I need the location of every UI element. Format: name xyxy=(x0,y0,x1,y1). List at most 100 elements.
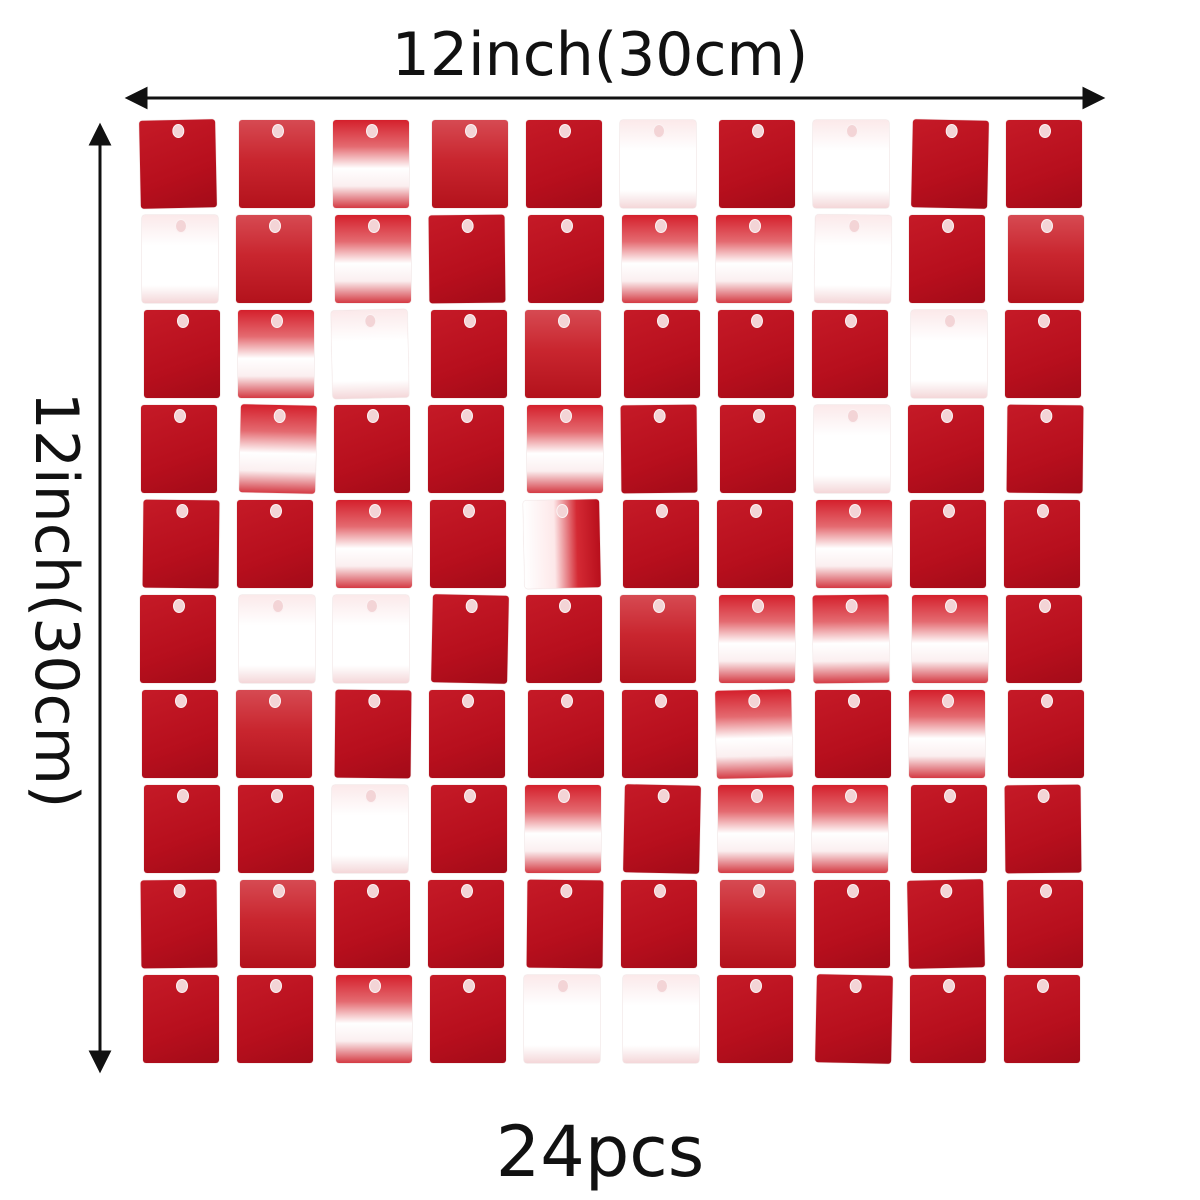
sequin-tile xyxy=(720,405,796,493)
hanging-hole xyxy=(849,504,861,518)
hanging-hole xyxy=(653,124,665,138)
hanging-hole xyxy=(845,789,857,803)
sequin-tile xyxy=(334,880,410,968)
sequin-tile xyxy=(430,975,506,1063)
sequin-tile xyxy=(812,310,888,398)
sequin-tile xyxy=(528,215,604,303)
hanging-hole xyxy=(653,599,665,613)
hanging-hole xyxy=(366,124,378,138)
sequin-tile xyxy=(620,120,696,208)
hanging-hole xyxy=(462,694,474,708)
sequin-tile xyxy=(333,120,409,208)
sequin-tile xyxy=(335,215,411,303)
hanging-hole xyxy=(945,599,957,613)
sequin-tile xyxy=(910,975,986,1063)
sequin-tile xyxy=(1006,595,1082,683)
sequin-tile xyxy=(144,785,220,873)
hanging-hole xyxy=(560,409,572,423)
hanging-hole xyxy=(270,979,282,993)
hanging-hole xyxy=(461,884,473,898)
hanging-hole xyxy=(464,789,476,803)
hanging-hole xyxy=(465,598,478,614)
sequin-tile xyxy=(239,404,317,494)
hanging-hole xyxy=(464,314,476,328)
width-dimension-label: 12inch(30cm) xyxy=(391,20,809,90)
sequin-tile xyxy=(812,785,888,873)
hanging-hole xyxy=(269,219,281,233)
sequin-tile xyxy=(911,785,987,873)
sequin-tile xyxy=(1004,500,1080,588)
hanging-hole xyxy=(753,884,765,898)
sequin-tile xyxy=(331,309,409,399)
hanging-hole xyxy=(656,504,668,518)
hanging-hole xyxy=(848,694,860,708)
sequin-tile xyxy=(911,310,987,398)
hanging-hole xyxy=(369,979,381,993)
hanging-hole xyxy=(753,409,765,423)
sequin-tile xyxy=(526,879,604,969)
hanging-hole xyxy=(172,123,185,139)
hanging-hole xyxy=(557,979,569,993)
sequin-tile xyxy=(431,310,507,398)
sequin-tile xyxy=(139,119,217,209)
sequin-tile xyxy=(525,785,601,873)
hanging-hole xyxy=(175,219,187,233)
hanging-hole xyxy=(849,978,862,994)
hanging-hole xyxy=(944,789,956,803)
quantity-label: 24pcs xyxy=(495,1111,705,1193)
sequin-tile xyxy=(143,975,219,1063)
sequin-tile xyxy=(622,690,698,778)
hanging-hole xyxy=(1037,504,1049,518)
hanging-hole xyxy=(942,219,954,233)
hanging-hole xyxy=(943,504,955,518)
sequin-tile xyxy=(431,785,507,873)
sequin-tile xyxy=(622,215,698,303)
hanging-hole xyxy=(271,314,283,328)
sequin-tile xyxy=(238,785,314,873)
sequin-tile xyxy=(717,975,793,1063)
sequin-tile xyxy=(719,595,795,683)
hanging-hole xyxy=(944,314,956,328)
sequin-tile xyxy=(620,595,696,683)
sequin-tile xyxy=(428,405,504,493)
hanging-hole xyxy=(655,694,667,708)
sequin-tile xyxy=(332,785,408,873)
hanging-hole xyxy=(368,219,380,233)
sequin-tile xyxy=(909,215,985,303)
sequin-tile xyxy=(142,690,218,778)
sequin-tile xyxy=(911,119,989,209)
hanging-hole xyxy=(1037,788,1050,804)
sequin-tile xyxy=(623,975,699,1063)
hanging-hole xyxy=(1038,314,1050,328)
sequin-tile xyxy=(912,595,988,683)
hanging-hole xyxy=(465,124,477,138)
hanging-hole xyxy=(272,599,284,613)
hanging-hole xyxy=(656,979,668,993)
sequin-tile xyxy=(142,215,218,303)
sequin-tile xyxy=(428,880,504,968)
hanging-hole xyxy=(368,693,381,709)
hanging-hole xyxy=(657,788,670,804)
hanging-hole xyxy=(173,599,185,613)
sequin-tile xyxy=(623,500,699,588)
sequin-tile xyxy=(624,310,700,398)
sequin-panel xyxy=(138,116,1098,1064)
hanging-hole xyxy=(654,884,666,898)
sequin-tile xyxy=(907,879,985,969)
sequin-tile xyxy=(720,880,796,968)
hanging-hole xyxy=(270,504,282,518)
sequin-tile xyxy=(909,690,985,778)
hanging-hole xyxy=(461,409,473,423)
hanging-hole xyxy=(751,314,763,328)
hanging-hole xyxy=(560,883,573,899)
sequin-tile xyxy=(523,499,601,589)
hanging-hole xyxy=(751,789,763,803)
hanging-hole xyxy=(463,979,475,993)
sequin-tile xyxy=(526,595,602,683)
sequin-tile xyxy=(910,500,986,588)
width-arrow xyxy=(124,86,1106,110)
hanging-hole xyxy=(657,314,669,328)
sequin-tile xyxy=(1007,880,1083,968)
sequin-tile xyxy=(715,689,793,779)
